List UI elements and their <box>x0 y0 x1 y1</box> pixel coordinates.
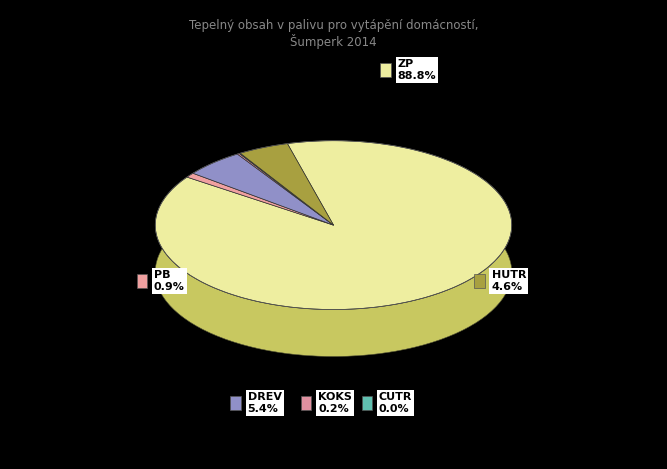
Text: CUTR
0.0%: CUTR 0.0% <box>379 392 412 414</box>
Text: KOKS
0.2%: KOKS 0.2% <box>318 392 352 414</box>
Polygon shape <box>237 153 334 225</box>
Polygon shape <box>193 154 334 225</box>
Text: HUTR
4.6%: HUTR 4.6% <box>492 270 526 292</box>
FancyBboxPatch shape <box>380 63 391 77</box>
Polygon shape <box>155 141 512 310</box>
Text: Tepelný obsah v palivu pro vytápění domácností,
Šumperk 2014: Tepelný obsah v palivu pro vytápění domá… <box>189 19 478 49</box>
Polygon shape <box>240 144 287 200</box>
FancyBboxPatch shape <box>301 396 311 410</box>
Text: DREV
5.4%: DREV 5.4% <box>247 392 281 414</box>
Polygon shape <box>187 173 334 225</box>
Polygon shape <box>193 154 237 220</box>
Text: PB
0.9%: PB 0.9% <box>154 270 185 292</box>
FancyBboxPatch shape <box>137 274 147 288</box>
Polygon shape <box>239 153 334 225</box>
Polygon shape <box>240 144 334 225</box>
Polygon shape <box>155 141 512 356</box>
Polygon shape <box>239 153 240 200</box>
FancyBboxPatch shape <box>474 274 484 288</box>
FancyBboxPatch shape <box>362 396 372 410</box>
Polygon shape <box>187 173 193 224</box>
Ellipse shape <box>155 188 512 356</box>
Text: ZP
88.8%: ZP 88.8% <box>398 59 436 81</box>
FancyBboxPatch shape <box>230 396 241 410</box>
Polygon shape <box>237 153 239 201</box>
